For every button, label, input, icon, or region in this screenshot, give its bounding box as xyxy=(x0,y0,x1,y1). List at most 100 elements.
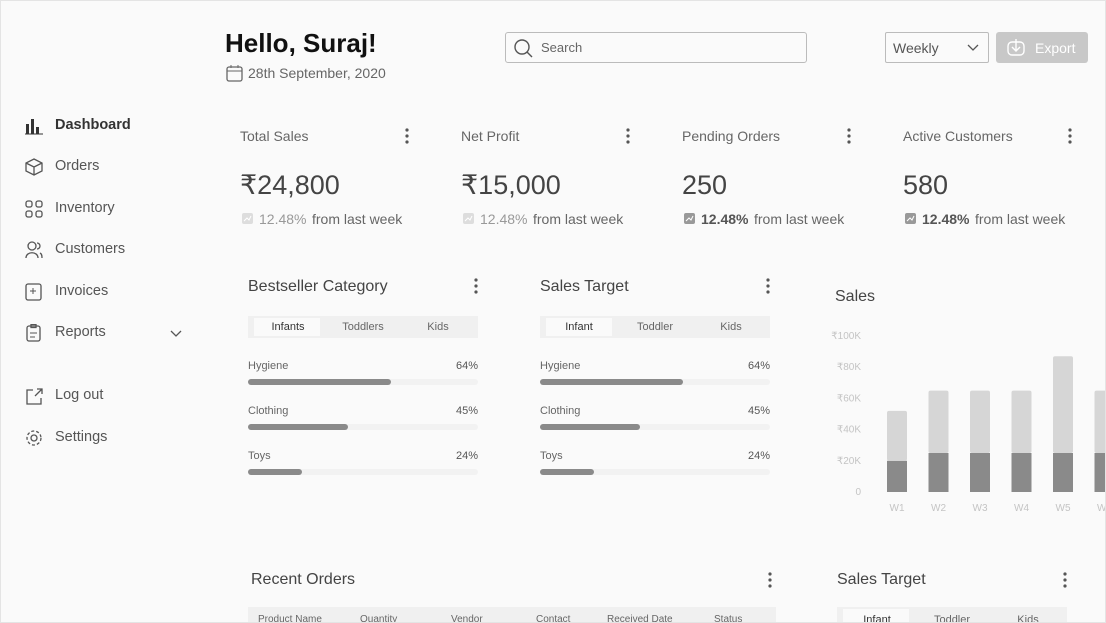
nav-item[interactable]: Dashboard xyxy=(55,117,131,133)
column-header: Contact xyxy=(536,614,571,623)
bar xyxy=(928,453,949,492)
table-header: Product Name Quantity Vendor Contact Receive… xyxy=(248,607,776,623)
nav-item[interactable]: Orders xyxy=(55,158,100,174)
x-tick-label: W5 xyxy=(1056,503,1071,514)
bar xyxy=(1094,390,1105,453)
more-menu xyxy=(474,278,478,294)
search-box[interactable]: Search xyxy=(505,32,807,63)
stat-change: 12.48% xyxy=(480,211,528,227)
nav-icon xyxy=(26,324,41,342)
bar xyxy=(1094,453,1105,492)
y-tick-label: ₹80K xyxy=(837,362,861,373)
y-tick-label: ₹40K xyxy=(837,425,861,436)
progress-track xyxy=(540,469,770,475)
item-value: 64% xyxy=(455,360,478,372)
progress-track xyxy=(248,424,478,430)
stat-change: 12.48% xyxy=(701,211,749,227)
tab[interactable]: Toddlers xyxy=(342,321,384,333)
stat-suffix: from last week xyxy=(754,211,845,227)
progress-bar xyxy=(540,469,594,475)
tab-active[interactable] xyxy=(254,318,320,336)
progress-bar xyxy=(248,379,391,385)
nav-item[interactable]: Log out xyxy=(55,387,104,403)
tabs: Infant Toddler Kids xyxy=(837,607,1067,623)
nav-item[interactable]: Customers xyxy=(55,241,126,257)
period-select[interactable]: Weekly xyxy=(885,32,989,63)
greeting: Hello, Suraj! xyxy=(225,28,377,58)
more-menu xyxy=(1068,128,1072,144)
x-tick-label: W6 xyxy=(1097,503,1106,514)
y-tick-label: ₹60K xyxy=(837,393,861,404)
stat-label: Total Sales xyxy=(240,128,309,144)
bar xyxy=(970,453,990,492)
tab[interactable]: Kids xyxy=(720,321,742,333)
bar xyxy=(1011,390,1032,453)
tab[interactable]: Kids xyxy=(1017,614,1039,623)
export-label: Export xyxy=(1035,40,1076,56)
tab[interactable]: Infant xyxy=(565,321,593,333)
tab[interactable]: Toddler xyxy=(933,614,971,623)
trend-icon xyxy=(463,213,474,224)
item-label: Toys xyxy=(248,450,271,462)
more-menu xyxy=(847,128,851,144)
column-header: Quantity xyxy=(360,614,398,623)
tab[interactable]: Infant xyxy=(863,614,891,623)
card-title: Bestseller Category xyxy=(248,278,388,295)
period: Weekly xyxy=(893,40,939,56)
export-button[interactable]: Export xyxy=(996,32,1088,63)
sales-target-2-title: Sales Target xyxy=(837,571,926,588)
y-tick-label: 0 xyxy=(855,487,861,498)
x-tick-label: W3 xyxy=(973,503,988,514)
item-value: 64% xyxy=(747,360,770,372)
nav-item[interactable]: Reports xyxy=(55,324,106,340)
stat-suffix: from last week xyxy=(533,211,624,227)
bar xyxy=(970,390,990,453)
progress-bar xyxy=(540,424,641,430)
search-placeholder: Search xyxy=(541,40,583,55)
tab[interactable]: Kids xyxy=(427,321,449,333)
more-menu xyxy=(405,128,409,144)
tab-active[interactable] xyxy=(546,318,612,336)
item-label: Toys xyxy=(540,450,563,462)
tabs: Infant Toddler Kids xyxy=(540,316,770,338)
stat-suffix: from last week xyxy=(975,211,1066,227)
tab[interactable]: Infants xyxy=(271,321,305,333)
stat-label: Active Customers xyxy=(903,128,1013,144)
chevron xyxy=(967,44,979,51)
bar xyxy=(1011,453,1032,492)
chart-title: Sales xyxy=(835,288,875,305)
card-title: Sales Target xyxy=(540,278,629,295)
nav-item[interactable]: Invoices xyxy=(55,283,109,299)
nav-icon xyxy=(25,283,42,301)
nav-icon xyxy=(26,430,42,446)
nav-icon xyxy=(25,241,43,259)
column-header: Status xyxy=(714,614,743,623)
column-header: Received Date xyxy=(607,614,673,623)
progress-track xyxy=(540,424,770,430)
tab-active[interactable] xyxy=(843,609,909,622)
nav-item[interactable]: Settings xyxy=(55,429,108,445)
item-label: Clothing xyxy=(248,405,289,417)
stat-value: ₹15,000 xyxy=(461,170,561,200)
y-tick-label: ₹20K xyxy=(837,456,861,467)
bar xyxy=(928,390,949,453)
more-menu xyxy=(768,572,772,588)
chevron xyxy=(170,330,182,337)
item-label: Hygiene xyxy=(540,360,581,372)
progress-bar xyxy=(540,379,683,385)
stat-change: 12.48% xyxy=(922,211,970,227)
tabs: Infants Toddlers Kids xyxy=(248,316,478,338)
bar xyxy=(887,410,907,461)
nav-item[interactable]: Inventory xyxy=(55,200,115,216)
search-icon xyxy=(514,39,533,58)
nav-icon xyxy=(25,200,43,218)
stat-value: ₹24,800 xyxy=(240,170,340,200)
more-menu xyxy=(626,128,630,144)
tab[interactable]: Toddler xyxy=(636,321,674,333)
trend-icon xyxy=(242,213,253,224)
trend-icon xyxy=(905,213,916,224)
column-header: Product Name xyxy=(258,614,322,623)
bar xyxy=(1053,356,1073,453)
nav-icon xyxy=(25,119,43,135)
